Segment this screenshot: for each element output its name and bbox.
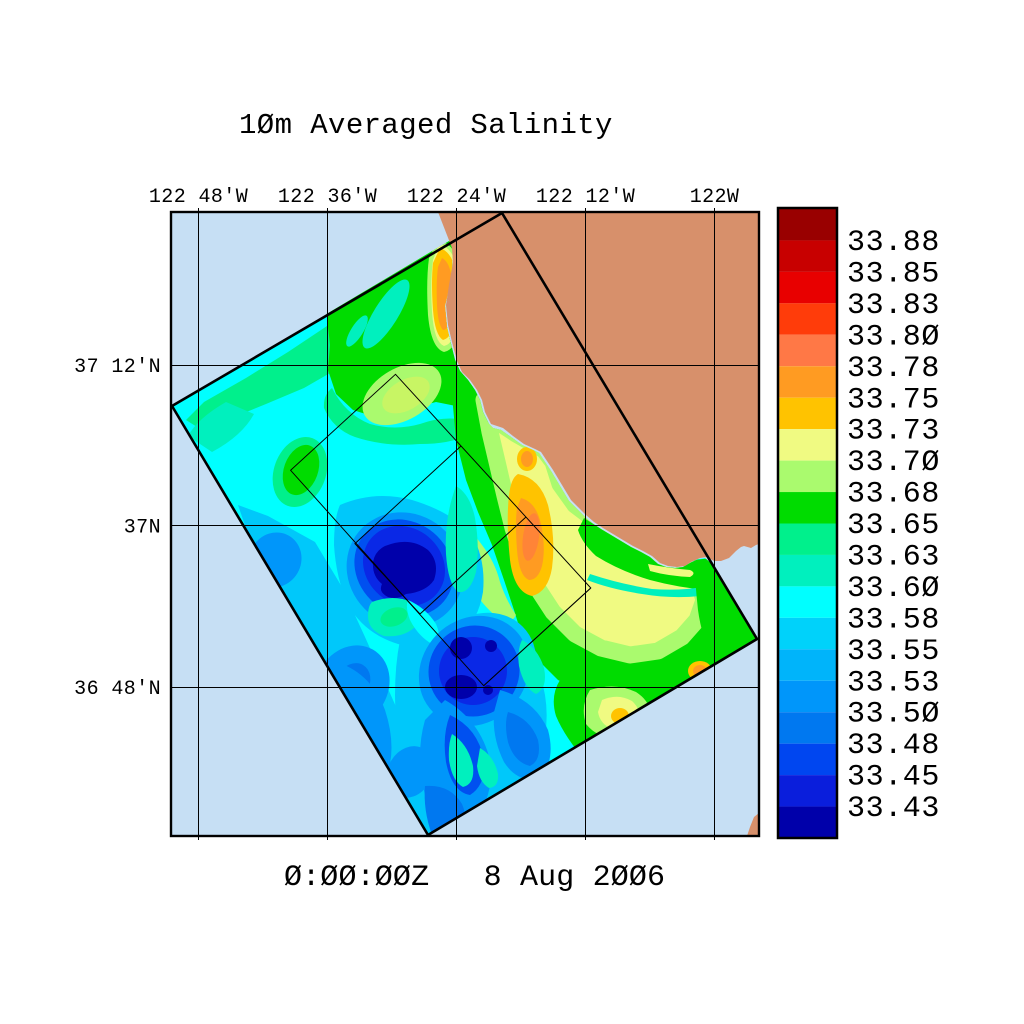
- svg-text:122 48'W: 122 48'W: [149, 186, 248, 209]
- svg-text:33.7Ø: 33.7Ø: [847, 446, 940, 480]
- svg-text:33.8Ø: 33.8Ø: [847, 320, 940, 354]
- svg-text:33.6Ø: 33.6Ø: [847, 572, 940, 606]
- svg-text:33.5Ø: 33.5Ø: [847, 698, 940, 732]
- svg-text:33.68: 33.68: [847, 478, 940, 512]
- svg-text:122W: 122W: [690, 186, 740, 209]
- svg-text:33.73: 33.73: [847, 415, 940, 449]
- svg-text:33.63: 33.63: [847, 541, 940, 575]
- svg-text:33.55: 33.55: [847, 635, 940, 669]
- svg-text:33.88: 33.88: [847, 226, 940, 260]
- svg-text:33.65: 33.65: [847, 509, 940, 543]
- svg-text:33.48: 33.48: [847, 729, 940, 763]
- svg-text:Ø:ØØ:ØØZ 8 Aug 2ØØ6: Ø:ØØ:ØØZ 8 Aug 2ØØ6: [284, 861, 665, 895]
- svg-text:33.58: 33.58: [847, 603, 940, 637]
- svg-text:33.45: 33.45: [847, 761, 940, 795]
- svg-text:37 12'N: 37 12'N: [74, 356, 161, 379]
- svg-text:33.75: 33.75: [847, 383, 940, 417]
- svg-text:1Øm Averaged Salinity: 1Øm Averaged Salinity: [239, 109, 613, 142]
- svg-text:33.85: 33.85: [847, 258, 940, 292]
- svg-text:36 48'N: 36 48'N: [74, 678, 161, 701]
- svg-text:37N: 37N: [124, 517, 161, 540]
- svg-text:33.43: 33.43: [847, 792, 940, 826]
- svg-text:122 36'W: 122 36'W: [278, 186, 377, 209]
- svg-text:33.53: 33.53: [847, 666, 940, 700]
- svg-text:122 24'W: 122 24'W: [407, 186, 506, 209]
- svg-text:33.78: 33.78: [847, 352, 940, 386]
- svg-text:33.83: 33.83: [847, 289, 940, 323]
- svg-text:122 12'W: 122 12'W: [536, 186, 635, 209]
